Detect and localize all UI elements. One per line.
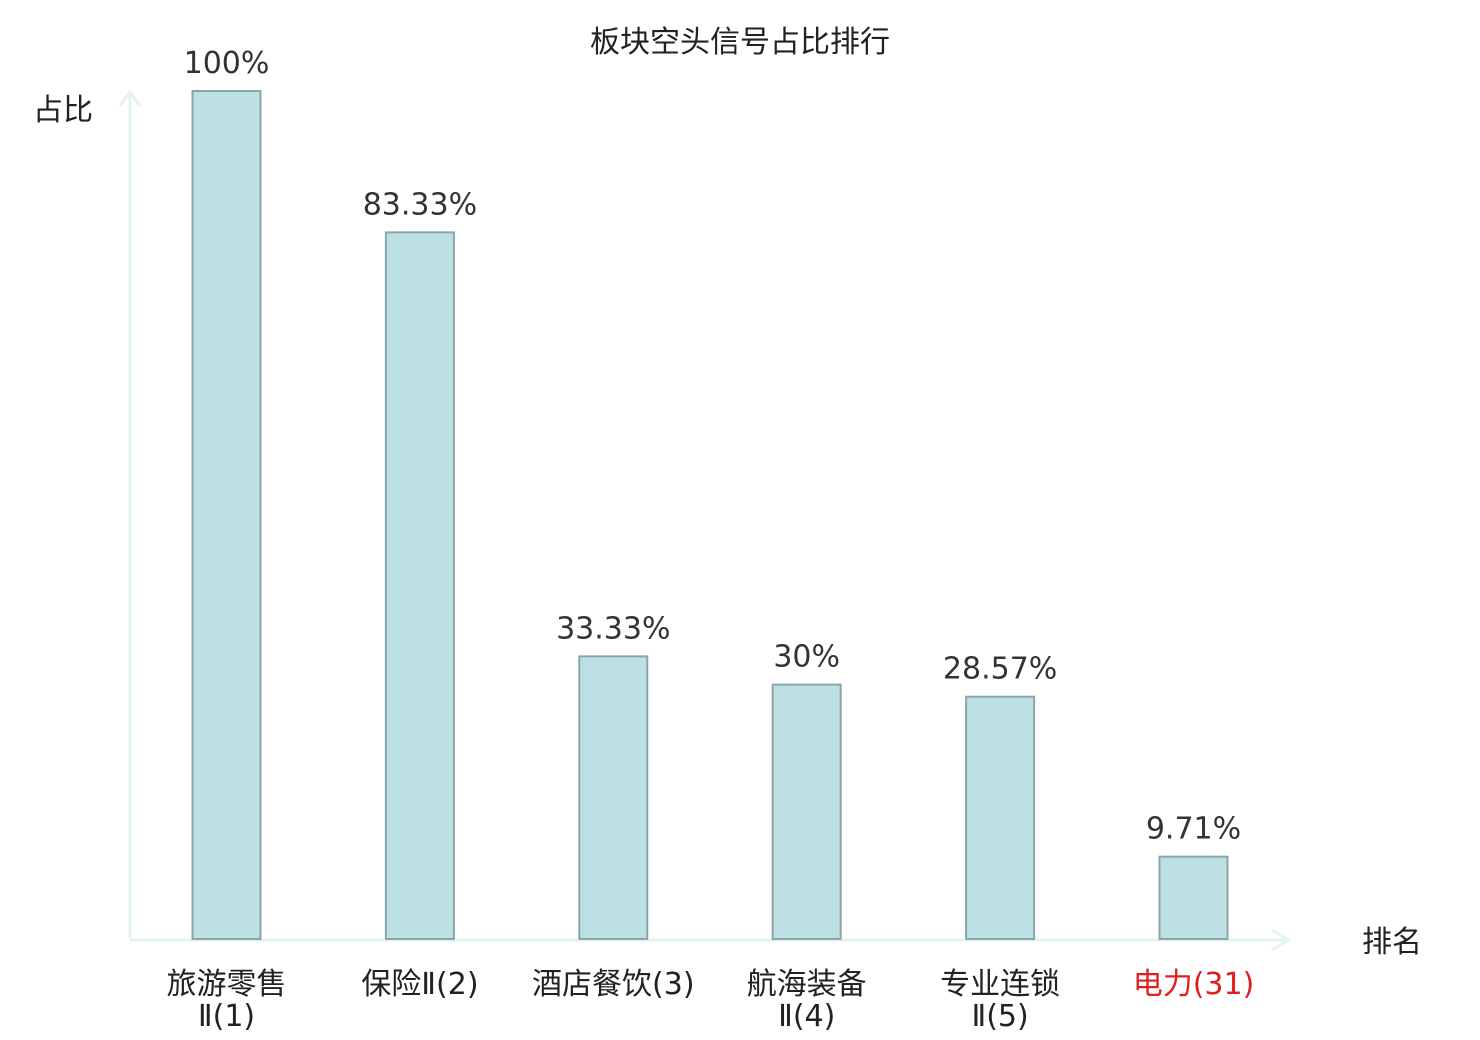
bar-6 (1158, 855, 1229, 940)
category-label-1-line-1: 旅游零售 (167, 967, 287, 1002)
value-label-6: 9.71% (1146, 812, 1241, 847)
category-label-1-line-2: Ⅱ(1) (198, 999, 255, 1034)
y-axis (118, 89, 142, 938)
bar-5 (965, 695, 1036, 940)
x-axis-label: 排名 (1362, 925, 1422, 960)
value-label-5: 28.57% (943, 652, 1057, 687)
bars-group (191, 90, 1229, 941)
chart-title: 板块空头信号占比排行 (590, 25, 890, 60)
bar-1 (191, 90, 262, 940)
value-label-4: 30% (773, 640, 840, 675)
category-label-3: 酒店餐饮(3) (532, 967, 695, 1002)
bar-2 (384, 231, 455, 941)
x-axis (130, 928, 1291, 952)
category-label-5-line-2: Ⅱ(5) (971, 999, 1028, 1034)
category-label-2: 保险Ⅱ(2) (361, 967, 478, 1002)
value-labels-group: 100% 83.33% 33.33% 30% 28.57% 9.71% (184, 46, 1242, 847)
y-axis-label: 占比 (33, 93, 93, 128)
value-label-3: 33.33% (556, 611, 670, 646)
bar-4 (771, 683, 842, 940)
category-label-4-line-1: 航海装备 (747, 967, 867, 1002)
value-label-2: 83.33% (363, 187, 477, 222)
value-label-1: 100% (184, 46, 270, 81)
bar-3 (578, 655, 649, 940)
category-label-4-line-2: Ⅱ(4) (778, 999, 835, 1034)
category-label-5-line-1: 专业连锁 (940, 967, 1060, 1002)
category-label-6: 电力(31) (1133, 967, 1255, 1002)
